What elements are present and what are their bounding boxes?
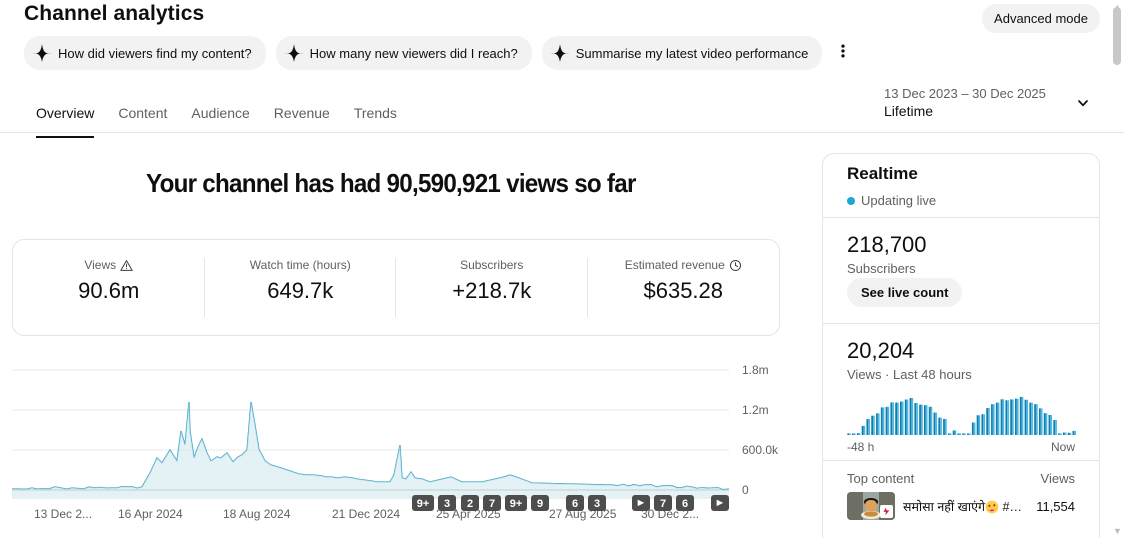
svg-text:600.0k: 600.0k: [742, 443, 779, 457]
svg-text:9: 9: [537, 498, 543, 510]
svg-text:7: 7: [489, 498, 495, 510]
svg-text:7: 7: [660, 498, 666, 510]
svg-text:9+: 9+: [510, 498, 523, 510]
svg-text:3: 3: [444, 498, 450, 510]
svg-text:3: 3: [594, 498, 600, 510]
svg-text:1.2m: 1.2m: [742, 403, 769, 417]
svg-text:►: ►: [636, 497, 647, 509]
svg-text:1.8m: 1.8m: [742, 363, 769, 377]
svg-text:2: 2: [467, 498, 473, 510]
svg-text:0: 0: [742, 483, 749, 497]
svg-text:►: ►: [715, 497, 726, 509]
svg-text:6: 6: [572, 498, 578, 510]
svg-text:9+: 9+: [417, 498, 430, 510]
svg-text:18 Aug 2024: 18 Aug 2024: [223, 507, 291, 521]
svg-text:21 Dec 2024: 21 Dec 2024: [332, 507, 400, 521]
svg-text:6: 6: [682, 498, 688, 510]
svg-text:13 Dec 2...: 13 Dec 2...: [34, 507, 92, 521]
svg-text:16 Apr 2024: 16 Apr 2024: [118, 507, 183, 521]
